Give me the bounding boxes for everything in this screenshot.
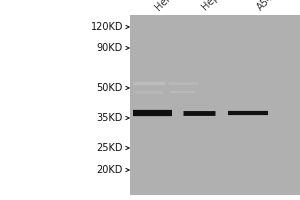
Text: Hela: Hela bbox=[153, 0, 176, 12]
Bar bbox=[130, 15, 300, 195]
Text: HepG2: HepG2 bbox=[200, 0, 231, 12]
Text: 20KD: 20KD bbox=[97, 165, 123, 175]
Text: 25KD: 25KD bbox=[97, 143, 123, 153]
Text: A549: A549 bbox=[255, 0, 280, 12]
Text: 35KD: 35KD bbox=[97, 113, 123, 123]
Text: 120KD: 120KD bbox=[91, 22, 123, 32]
Text: 50KD: 50KD bbox=[97, 83, 123, 93]
Text: 90KD: 90KD bbox=[97, 43, 123, 53]
